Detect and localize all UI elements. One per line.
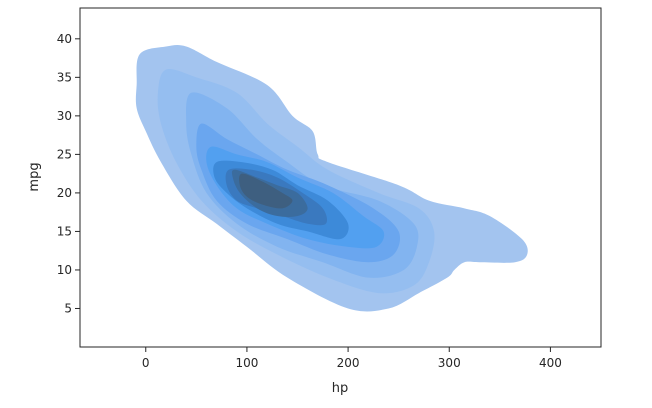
y-tick-label: 10 — [57, 263, 72, 277]
y-tick-label: 30 — [57, 109, 72, 123]
density-level-9 — [239, 173, 293, 209]
y-tick-label: 25 — [57, 147, 72, 161]
x-tick-label: 0 — [142, 356, 150, 370]
y-tick-label: 40 — [57, 32, 72, 46]
plot-frame — [79, 7, 602, 348]
y-tick-label: 5 — [64, 301, 72, 315]
x-axis-ticks: 0 100 200 300 400 — [142, 347, 562, 370]
y-tick-label: 20 — [57, 186, 72, 200]
y-tick-label: 15 — [57, 224, 72, 238]
x-tick-label: 100 — [235, 356, 258, 370]
x-axis-label: hp — [332, 381, 349, 396]
y-axis-ticks: 5 10 15 20 25 30 35 40 — [57, 32, 80, 315]
x-tick-label: 400 — [539, 356, 562, 370]
density-contours — [135, 45, 528, 312]
y-tick-label: 35 — [57, 70, 72, 84]
x-tick-label: 200 — [337, 356, 360, 370]
x-tick-label: 300 — [438, 356, 461, 370]
y-axis-label: mpg — [27, 162, 42, 191]
